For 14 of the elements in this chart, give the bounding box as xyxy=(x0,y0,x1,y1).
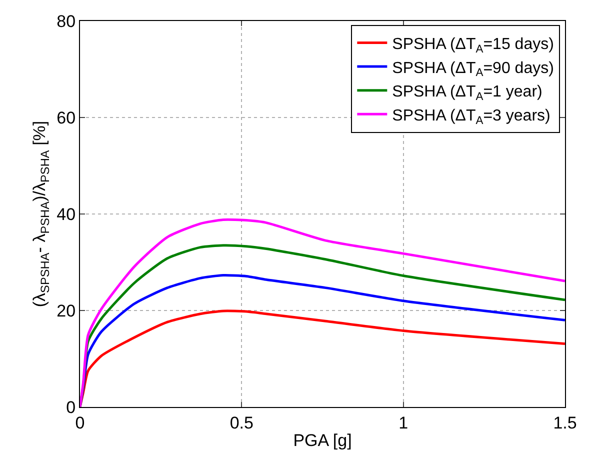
y-tick-label: 80 xyxy=(56,12,76,31)
y-tick-label: 40 xyxy=(56,204,76,224)
legend-label: SPSHA (ΔT$_{A}$=90 days) xyxy=(392,60,554,80)
x-tick-label: 1 xyxy=(398,413,408,432)
legend-label: SPSHA (ΔT$_{A}$=15 days) xyxy=(392,36,554,56)
y-tick-label: 0 xyxy=(66,398,76,417)
legend-label: SPSHA (ΔT$_{A}$=3 years) xyxy=(392,107,550,127)
x-tick-label: 1.5 xyxy=(553,413,577,432)
x-tick-label: 0.5 xyxy=(230,413,254,432)
x-axis-title: PGA [g] xyxy=(293,430,352,450)
y-tick-label: 20 xyxy=(56,301,76,320)
legend-label: SPSHA (ΔT$_{A}$=1 year) xyxy=(392,84,542,103)
y-tick-label: 60 xyxy=(56,108,76,128)
line-series xyxy=(80,310,565,407)
